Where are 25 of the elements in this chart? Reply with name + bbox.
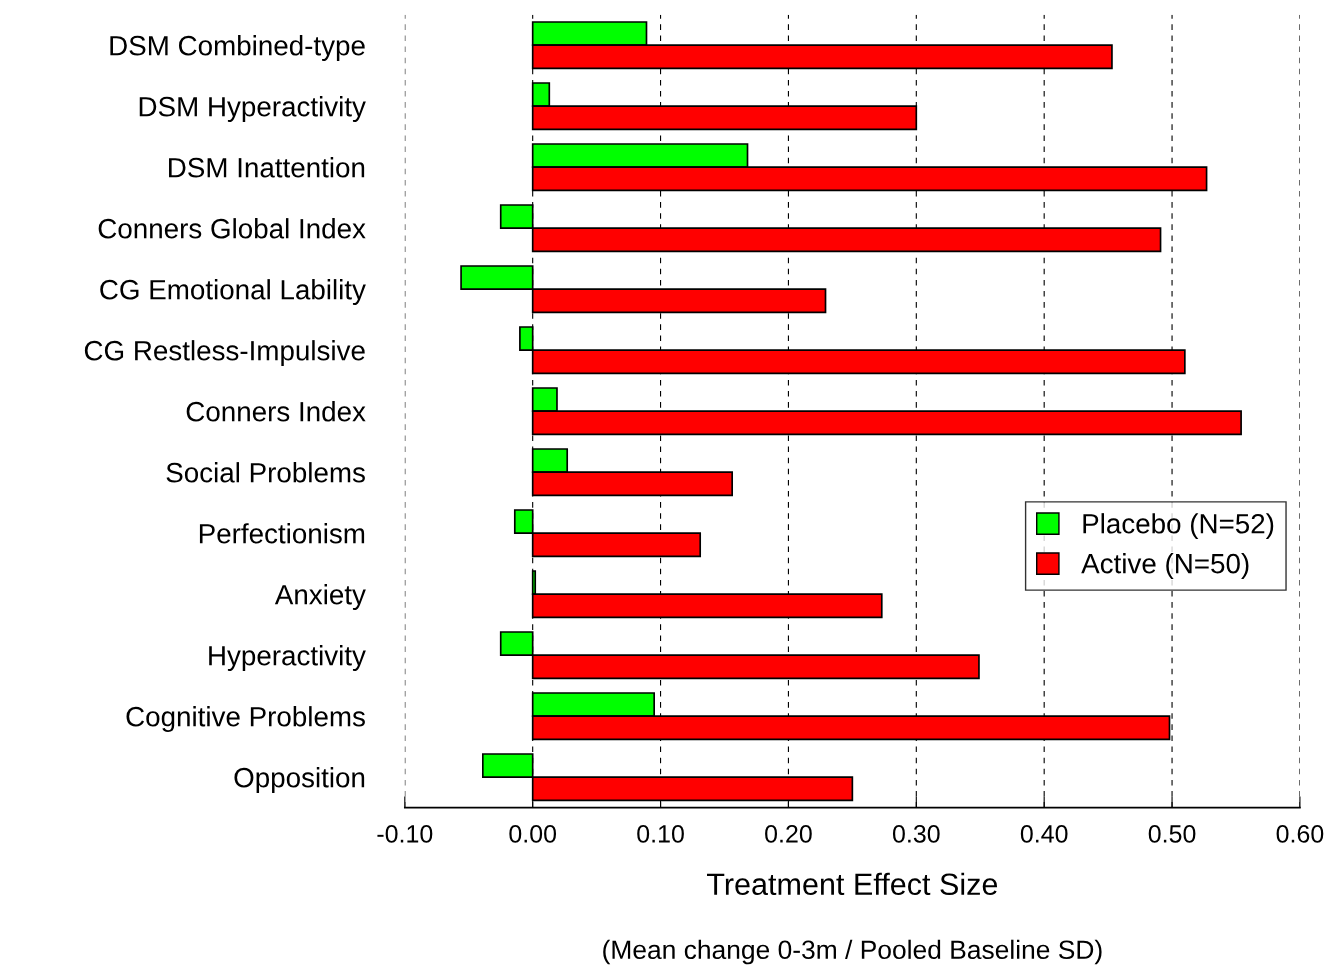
- x-tick-label: 0.10: [637, 825, 684, 843]
- y-tick-label: DSM Combined-type: [110, 35, 365, 62]
- x-tick-label: 0.40: [1020, 825, 1068, 843]
- y-tick-label: Anxiety: [274, 584, 366, 611]
- y-tick-label: Opposition: [234, 767, 365, 793]
- x-tick-label: 0.50: [1148, 825, 1196, 843]
- y-tick-label: Conners Index: [186, 401, 366, 422]
- y-tick-label: DSM Hyperactivity: [139, 96, 366, 123]
- text: (Mean change 0-3m / Pooled Baseline SD): [603, 939, 1102, 965]
- y-tick-label: CG Emotional Lability: [100, 279, 366, 306]
- x-tick-label: 0.30: [892, 825, 940, 843]
- legend-label: Active (N=50): [1081, 553, 1249, 579]
- x-tick-label: 0.20: [765, 825, 812, 843]
- x-tick-label: -0.10: [377, 825, 433, 843]
- x-tick-label: 0.00: [509, 825, 557, 843]
- legend-label: Placebo (N=52): [1083, 513, 1274, 540]
- y-tick-label: Perfectionism: [199, 523, 365, 544]
- y-tick-label: CG Restless-Impulsive: [84, 340, 365, 367]
- x-tick-label: 0.60: [1276, 825, 1324, 843]
- y-tick-label: Social Problems: [166, 462, 365, 483]
- y-tick-label: Cognitive Problems: [126, 706, 365, 733]
- y-tick-label: DSM Inattention: [169, 157, 365, 178]
- y-tick-label: Hyperactivity: [209, 645, 366, 672]
- x-axis-title: Treatment Effect Size: [707, 872, 998, 896]
- y-tick-label: Conners Global Index: [98, 218, 366, 239]
